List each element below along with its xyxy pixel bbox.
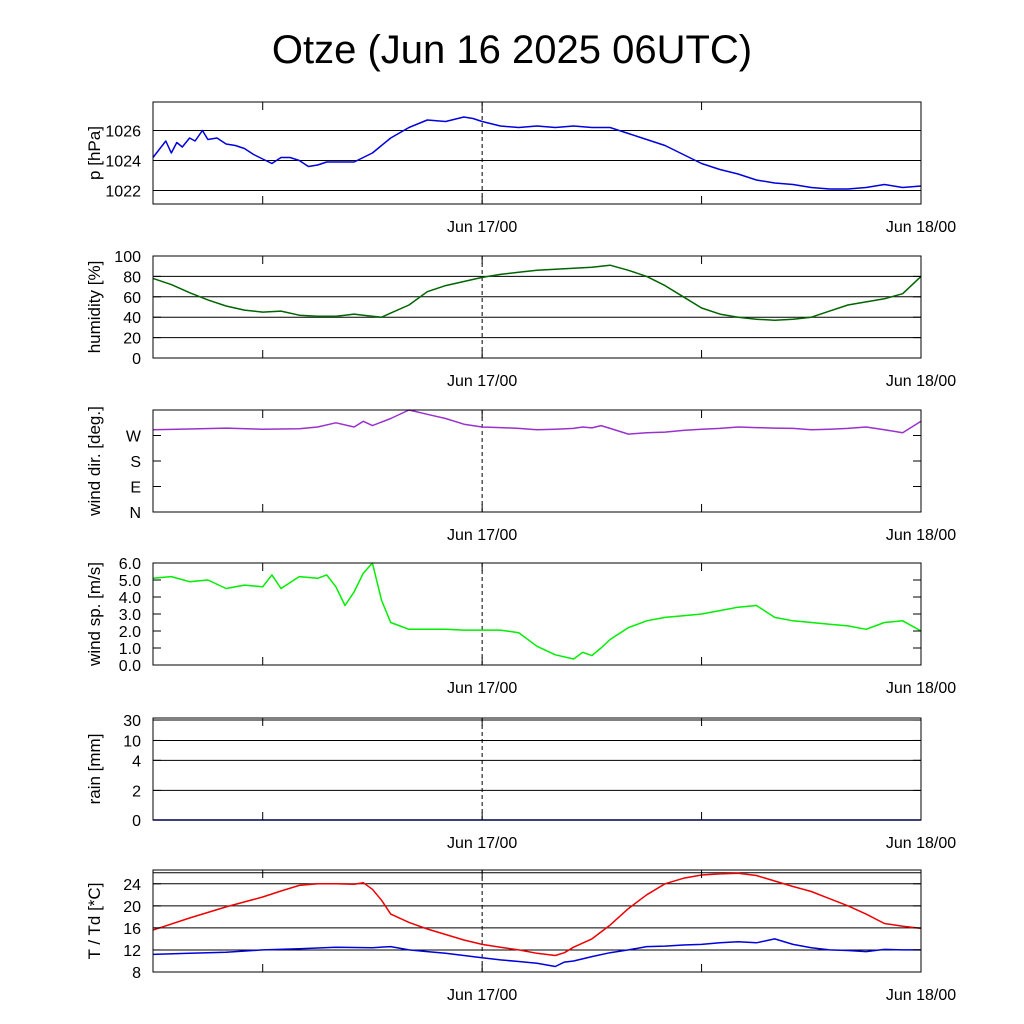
y-tick-label: 1026: [105, 124, 141, 141]
x-tick-label: Jun 18/00: [886, 835, 956, 852]
y-tick-label: 0: [132, 813, 141, 830]
series-line-1: [152, 116, 922, 190]
y-axis-label: wind dir. [deg.]: [85, 406, 104, 517]
y-tick-label: 2.0: [119, 624, 141, 641]
y-tick-label: 6.0: [119, 556, 141, 573]
panel-6: 8 12 16 20 24 Jun 17/00 Jun 18/00 T / Td [*C]: [85, 869, 956, 1004]
y-tick-label: 40: [123, 310, 141, 327]
y-tick-label: 30: [123, 713, 141, 730]
y-tick-label: 0: [132, 351, 141, 368]
panel-5: 0 2 4 10 30 Jun 17/00 Jun 18/00 rain [mm]: [85, 713, 956, 852]
series-line-1: [152, 409, 922, 435]
panel-2: 0 20 40 60 80 100 Jun 17/00 Jun 18/00 humidity […: [85, 249, 956, 390]
y-tick-label: 20: [123, 331, 141, 348]
series-line-1: [152, 264, 922, 322]
y-tick-label: 5.0: [119, 573, 141, 590]
y-tick-label: 80: [123, 269, 141, 286]
x-tick-label: Jun 17/00: [447, 527, 517, 544]
x-tick-label: Jun 17/00: [447, 373, 517, 390]
y-tick-label: S: [130, 454, 141, 471]
y-tick-label: 4: [132, 753, 141, 770]
plot-frame: [152, 562, 922, 666]
y-tick-label: 8: [132, 965, 141, 982]
x-tick-label: Jun 17/00: [447, 680, 517, 697]
x-tick-label: Jun 17/00: [447, 835, 517, 852]
panel-1: 1022 1024 1026 Jun 17/00 Jun 18/00 p [hPa]: [85, 101, 956, 236]
y-tick-label: 24: [123, 877, 141, 894]
y-tick-label: W: [126, 429, 142, 446]
y-axis-label: T / Td [*C]: [85, 883, 104, 960]
y-tick-label: 12: [123, 943, 141, 960]
plot-frame: [152, 717, 922, 821]
series-line-2: [152, 938, 921, 968]
y-tick-label: 16: [123, 921, 141, 938]
panel-4: 0.01.02.03.04.05.06.0 Jun 17/00 Jun 18/00 w…: [85, 556, 956, 697]
plot-frame: [152, 409, 922, 513]
y-tick-label: 1.0: [119, 641, 141, 658]
plot-frame: [152, 869, 922, 973]
y-axis-label: humidity [%]: [85, 261, 104, 354]
x-tick-label: Jun 17/00: [447, 987, 517, 1004]
y-tick-label: 100: [114, 249, 141, 266]
x-tick-label: Jun 18/00: [886, 987, 956, 1004]
x-tick-label: Jun 18/00: [886, 373, 956, 390]
x-tick-label: Jun 17/00: [447, 219, 517, 236]
y-tick-label: 1022: [105, 184, 141, 201]
y-tick-label: 4.0: [119, 590, 141, 607]
y-tick-label: 10: [123, 733, 141, 750]
y-axis-label: rain [mm]: [85, 734, 104, 805]
x-tick-label: Jun 18/00: [886, 680, 956, 697]
y-axis-label: p [hPa]: [85, 126, 104, 180]
x-tick-label: Jun 18/00: [886, 219, 956, 236]
plot-frame: [152, 255, 922, 359]
x-tick-label: Jun 18/00: [886, 527, 956, 544]
series-line-1: [152, 562, 922, 660]
series-line-1: [152, 872, 922, 957]
plot-frame: [152, 101, 922, 205]
y-tick-label: E: [130, 480, 141, 497]
y-tick-label: 1024: [105, 154, 141, 171]
y-tick-label: 20: [123, 899, 141, 916]
y-tick-label: N: [129, 505, 141, 522]
y-tick-label: 3.0: [119, 607, 141, 624]
y-tick-label: 2: [132, 783, 141, 800]
y-tick-label: 60: [123, 290, 141, 307]
chart-title: Otze (Jun 16 2025 06UTC): [271, 28, 753, 72]
y-axis-label: wind sp. [m/s]: [85, 562, 104, 667]
y-tick-label: 0.0: [119, 658, 141, 675]
